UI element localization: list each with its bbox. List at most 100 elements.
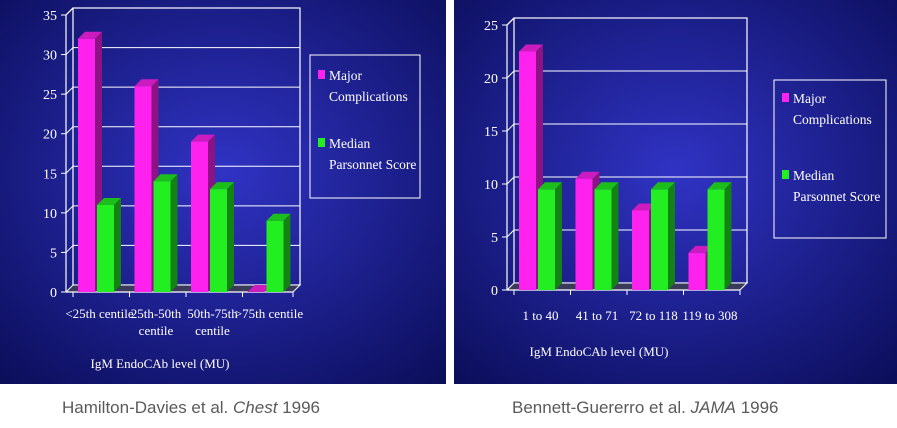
chart2-ytick-label-3: 15 [484,125,498,140]
chart2-ytick-label-5: 25 [484,19,498,34]
chart2-bar-median-3-front [707,189,725,290]
chart2-legend-swatch-median [782,170,789,179]
chart2-legend-label-median-line0: Median [793,168,834,183]
caption-left-journal: Chest [233,398,278,417]
chart2-bar-median-1 [594,182,619,290]
chart1-bar-major-3-top [247,285,272,292]
chart1-bar-median-0-front [97,204,114,292]
chart1-ytick-label-1: 5 [50,246,57,261]
chart2-grid-side-4 [506,70,515,79]
chart1-grid-side-2 [65,205,74,214]
chart1-bar-median-3-top [266,213,291,221]
chart2-legend-swatch-major [782,93,789,102]
chart2-bar-major-3-top [688,245,713,253]
chart-panel-left: 0 5 10 15 20 25 30 35 <25th centile 25th-50th cent… [0,0,446,384]
chart2-y-axis-top [506,17,515,26]
chart1-bar-median-1-top [153,174,178,182]
chart1-bar-major-3 [247,285,272,292]
chart2-bar-median-2-side [668,182,675,290]
chart1-bar-major-0-top [78,31,102,39]
chart2-bar-median-3-top [707,182,732,190]
chart2-grid-side-3 [506,123,515,132]
chart2-ytick-label-1: 5 [491,231,498,246]
chart1-ytick-label-2: 10 [43,207,57,222]
chart2-ytick-label-4: 20 [484,72,498,87]
chart2-bar-major-2-top [632,203,656,211]
chart2-bar-median-1-top [594,182,619,190]
chart1-bar-major-1-top [134,79,159,87]
chart1-bar-median-0 [97,197,121,292]
chart2-legend-label-median-line1: Parsonnet Score [793,189,880,204]
chart2-bar-major-0-front [519,51,536,290]
chart2-legend-box [773,79,887,239]
chart1-xlabel: IgM EndoCAb level (MU) [90,356,229,371]
chart-bennett-guererro: 0 5 10 15 20 25 1 to 40 41 to 71 72 to 118 119 to… [454,0,897,384]
chart2-bar-median-0-top [538,182,562,190]
chart1-bar-major-2-top [191,134,215,142]
chart2-legend-label-major-line1: Complications [793,112,872,127]
chart2-ytick-label-0: 0 [491,284,498,299]
chart2-xtick-label-3: 119 to 308 [682,308,737,323]
chart1-bar-median-1-side [170,174,178,292]
chart1-bar-median-1-front [153,181,171,292]
chart2-bar-median-2 [651,182,675,290]
chart1-grid-side-5 [65,86,74,95]
chart1-legend-swatch-median [318,138,325,147]
chart1-bar-median-2-front [210,189,227,292]
chart2-bar-major-0-top [519,44,543,52]
chart1-xtick-label-2-line1: centile [195,323,230,338]
chart2-bar-median-1-side [611,182,619,290]
caption-left-authors: Hamilton-Davies et al. [62,398,229,417]
chart2-bar-median-3 [707,182,732,290]
chart1-bar-median-2-side [227,182,234,292]
chart1-bar-major-2-front [191,141,208,292]
chart1-xtick-label-0: <25th centile [65,306,134,321]
chart1-ytick-label-5: 25 [43,88,57,103]
chart1-bar-median-2-top [210,182,234,190]
chart2-bar-median-0 [538,182,562,290]
chart1-xtick-label-3: >75th centile [235,306,304,321]
chart2-xtick-label-2: 72 to 118 [629,308,678,323]
chart1-grid-side-6 [65,47,74,55]
caption-right: Bennett-Guererro et al. JAMA 1996 [512,398,779,418]
chart2-bar-major-1-top [575,171,600,179]
chart1-bar-median-0-top [97,197,121,205]
chart2-bar-median-2-top [651,182,675,190]
chart1-legend-label-median-line0: Median [329,136,370,151]
chart2-grid-side-2 [506,176,515,185]
chart1-legend-swatch-major [318,70,325,79]
chart2-bar-median-0-side [555,182,562,290]
chart1-legend-box [309,54,421,199]
chart1-bar-median-3-front [266,220,284,292]
chart2-bar-median-0-front [538,189,555,290]
chart1-legend-label-median-line1: Parsonnet Score [329,157,416,172]
chart1-legend-label-major-line1: Complications [329,89,408,104]
chart2-bar-major-1-front [575,178,593,290]
chart1-grid-side-3 [65,165,74,174]
chart1-ytick-label-3: 15 [43,167,57,182]
chart1-y-axis-top [65,7,74,16]
caption-right-year: 1996 [740,398,779,417]
chart1-xtick-label-1-line1: centile [139,323,174,338]
chart2-xtick-label-0: 1 to 40 [522,308,558,323]
chart-panel-right: 0 5 10 15 20 25 1 to 40 41 to 71 72 to 118 119 to… [454,0,897,384]
chart1-ytick-label-4: 20 [43,128,57,143]
chart2-xtick-label-1: 41 to 71 [576,308,619,323]
chart1-xtick-label-2-line0: 50th-75th [187,306,238,321]
chart1-bar-median-0-side [114,197,121,292]
chart1-ytick-label-6: 30 [43,49,57,64]
caption-right-authors: Bennett-Guererro et al. [512,398,686,417]
caption-left: Hamilton-Davies et al. Chest 1996 [62,398,320,418]
chart1-bar-median-3-side [283,213,291,292]
chart2-bar-median-3-side [724,182,732,290]
chart2-grid-side-1 [506,229,515,238]
chart1-grid-side-1 [65,245,74,253]
chart1-grid-side-4 [65,126,74,135]
caption-right-journal: JAMA [690,398,736,417]
chart2-bar-median-1-front [594,189,612,290]
chart1-xtick-label-1-line0: 25th-50th [131,306,182,321]
caption-left-year: 1996 [282,398,320,417]
chart2-xlabel: IgM EndoCAb level (MU) [529,344,668,359]
chart2-bar-major-3-front [688,252,706,290]
